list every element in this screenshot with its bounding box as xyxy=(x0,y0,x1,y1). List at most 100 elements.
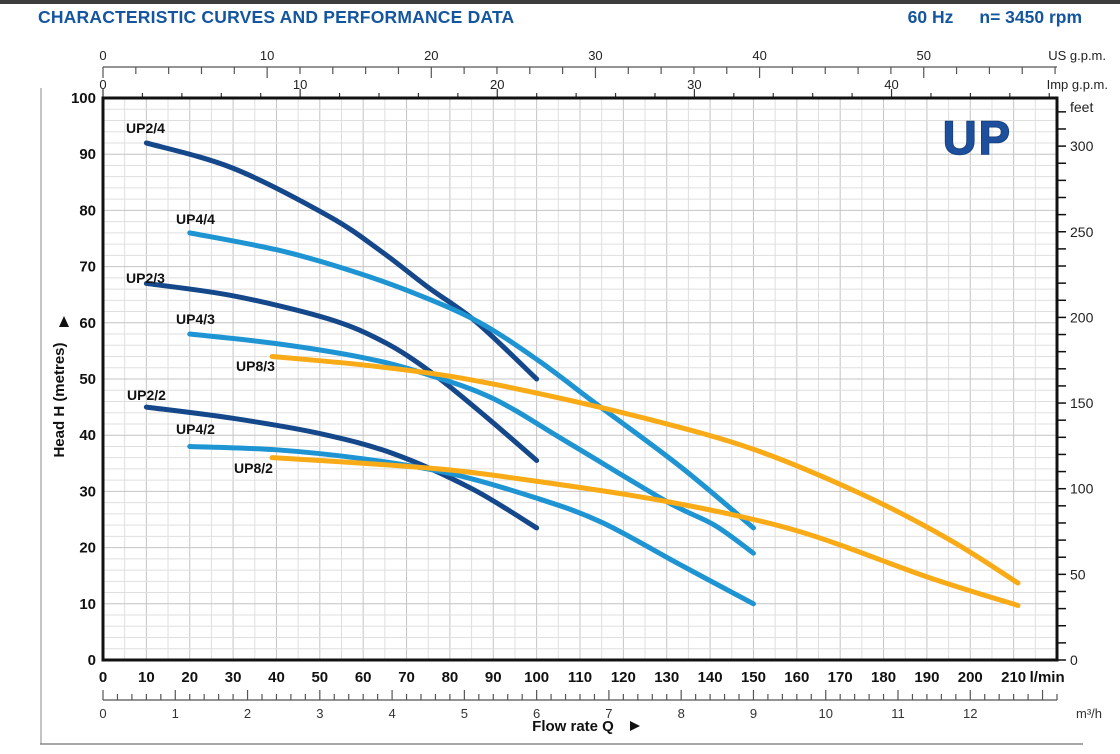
us-gpm-tick-label: 30 xyxy=(588,48,602,63)
us-gpm-tick-label: 40 xyxy=(752,48,766,63)
page-title: CHARACTERISTIC CURVES AND PERFORMANCE DA… xyxy=(38,7,515,27)
curve-UP4/4 xyxy=(187,230,756,531)
frequency-speed: 60 Hz n= 3450 rpm xyxy=(882,7,1082,28)
imp-gpm-tick-label: 30 xyxy=(687,77,701,92)
curve-UP8/3 xyxy=(269,354,1021,586)
m3h-tick-label: 8 xyxy=(678,706,685,721)
lmin-tick-label: 210 xyxy=(1001,669,1026,686)
m3h-tick-label: 4 xyxy=(388,706,395,721)
feet-tick-label: 200 xyxy=(1070,309,1094,325)
head-tick-label: 70 xyxy=(79,259,96,276)
y-axis-title: Head H (metres) xyxy=(51,342,68,457)
head-tick-label: 50 xyxy=(79,371,96,388)
lmin-tick-label: 170 xyxy=(828,669,853,686)
curve-label-UP8/2: UP8/2 xyxy=(234,460,273,476)
lmin-unit: l/min xyxy=(1030,669,1065,686)
imp-gpm-tick-label: 20 xyxy=(490,77,504,92)
head-tick-label: 0 xyxy=(88,652,96,669)
lmin-tick-label: 100 xyxy=(524,669,549,686)
lmin-tick-label: 130 xyxy=(654,669,679,686)
curve-label-UP2/2: UP2/2 xyxy=(127,387,166,403)
lmin-tick-label: 200 xyxy=(958,669,983,686)
imp-gpm-tick-label: 40 xyxy=(884,77,898,92)
lmin-tick-label: 80 xyxy=(442,669,459,686)
top-border-strip xyxy=(0,0,1120,4)
head-tick-label: 40 xyxy=(79,427,96,444)
curve-UP8/2 xyxy=(269,455,1021,608)
m3h-tick-label: 12 xyxy=(963,706,977,721)
plot-grid xyxy=(103,98,1057,660)
x-axis-title: Flow rate Q xyxy=(532,718,614,735)
lmin-tick-label: 110 xyxy=(568,669,592,686)
m3h-tick-label: 2 xyxy=(244,706,251,721)
head-tick-label: 80 xyxy=(79,202,96,219)
head-tick-label: 20 xyxy=(79,540,96,557)
lmin-tick-label: 160 xyxy=(784,669,809,686)
curve-UP2/3 xyxy=(143,280,540,463)
lmin-tick-label: 140 xyxy=(698,669,723,686)
imp-gpm-tick-label: 10 xyxy=(293,77,307,92)
feet-tick-label: 250 xyxy=(1070,224,1094,240)
m3h-tick-label: 10 xyxy=(818,706,832,721)
curve-UP2/2 xyxy=(143,404,540,531)
axis-head-metres: 0 10 20 30 40 50 60 70 80 90 100 Head H (metres) xyxy=(51,90,96,669)
curve-label-UP2/4: UP2/4 xyxy=(126,120,165,136)
lmin-tick-label: 60 xyxy=(355,669,372,686)
m3h-tick-label: 3 xyxy=(316,706,323,721)
m3h-tick-label: 11 xyxy=(891,706,905,721)
us-gpm-unit: US g.p.m. xyxy=(1048,48,1106,63)
head-tick-label: 60 xyxy=(79,315,96,332)
frequency-value: 60 Hz xyxy=(907,7,954,27)
m3h-tick-label: 9 xyxy=(750,706,757,721)
curves: UP2/4 UP4/4 UP2/3 UP4/3 UP8/3 UP2/2 UP4/2 UP8/2 xyxy=(126,120,1021,608)
lmin-tick-label: 0 xyxy=(99,669,107,686)
lmin-tick-label: 70 xyxy=(398,669,415,686)
lmin-tick-label: 190 xyxy=(914,669,939,686)
axis-feet: 0 50 100 150 200 250 300 feet xyxy=(1057,99,1094,668)
axis-m3h: 0 1 2 3 4 5 6 7 8 9 10 11 12 m³/h xyxy=(99,690,1102,721)
speed-value: n= 3450 rpm xyxy=(979,7,1082,27)
lmin-tick-label: 40 xyxy=(268,669,285,686)
imp-gpm-unit: Imp g.p.m. xyxy=(1047,77,1108,92)
head-axis-arrow-icon xyxy=(59,316,69,327)
plot-frame xyxy=(101,96,1059,662)
curve-label-UP2/3: UP2/3 xyxy=(126,270,165,286)
brand-logo: UP xyxy=(943,111,1012,164)
curve-label-UP8/3: UP8/3 xyxy=(236,358,275,374)
feet-tick-label: 150 xyxy=(1070,395,1094,411)
us-gpm-tick-label: 10 xyxy=(260,48,274,63)
lmin-tick-label: 10 xyxy=(138,669,155,686)
m3h-tick-label: 6 xyxy=(533,706,540,721)
curve-label-UP4/2: UP4/2 xyxy=(176,421,215,437)
axis-lmin: 0 10 20 30 40 50 60 70 80 90 100 110 120 130 140 150 160… xyxy=(99,669,1065,686)
m3h-unit: m³/h xyxy=(1076,706,1102,721)
head-tick-label: 100 xyxy=(71,90,96,107)
curve-label-UP4/3: UP4/3 xyxy=(176,311,215,327)
head-tick-label: 90 xyxy=(79,146,96,163)
lmin-tick-label: 30 xyxy=(225,669,242,686)
lmin-tick-label: 20 xyxy=(181,669,198,686)
head-tick-label: 10 xyxy=(79,596,96,613)
lmin-tick-label: 50 xyxy=(311,669,328,686)
m3h-tick-label: 7 xyxy=(605,706,612,721)
axis-imp-gpm: 0 10 20 30 40 Imp g.p.m. xyxy=(99,77,1108,98)
flow-axis-arrow-icon xyxy=(630,721,640,731)
m3h-tick-label: 1 xyxy=(172,706,179,721)
lmin-tick-label: 150 xyxy=(741,669,766,686)
feet-unit: feet xyxy=(1070,99,1093,115)
us-gpm-tick-label: 0 xyxy=(99,48,106,63)
lmin-tick-label: 180 xyxy=(871,669,896,686)
us-gpm-tick-label: 50 xyxy=(917,48,931,63)
head-tick-label: 30 xyxy=(79,483,96,500)
curve-UP4/2 xyxy=(187,443,756,607)
lmin-tick-label: 90 xyxy=(485,669,502,686)
us-gpm-tick-label: 20 xyxy=(424,48,438,63)
lmin-tick-label: 120 xyxy=(611,669,636,686)
feet-tick-label: 300 xyxy=(1070,138,1094,154)
curve-UP4/3 xyxy=(187,331,756,556)
m3h-tick-label: 0 xyxy=(99,706,106,721)
feet-tick-label: 100 xyxy=(1070,481,1094,497)
axis-us-gpm: 0 10 20 30 40 50 US g.p.m. xyxy=(99,48,1106,78)
